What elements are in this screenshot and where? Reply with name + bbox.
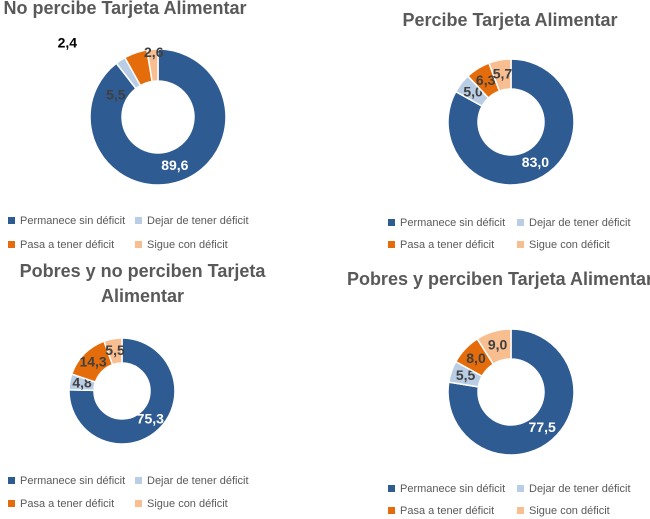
legend-swatch [8,217,15,224]
legend-item: Dejar de tener déficit [135,475,249,487]
donut-slice [68,337,176,445]
legend-item: Sigue con déficit [517,239,610,251]
data-label: 2,6 [144,44,164,60]
legend-item: Pasa a tener déficit [8,498,114,510]
chart-title: No percibe Tarjeta Alimentar [3,0,247,18]
data-label: 5,5 [106,87,126,103]
legend-swatch [388,507,395,514]
legend-item: Permanece sin déficit [388,483,505,495]
data-label: 5,5 [456,367,476,383]
legend-item: Dejar de tener déficit [517,217,631,229]
legend-swatch [8,477,15,484]
donut-slice [487,58,512,93]
data-label: 5,5 [105,342,125,358]
data-label: 6,3 [476,72,496,88]
legend-swatch [388,485,395,492]
chart-title: Percibe Tarjeta Alimentar [402,10,618,30]
legend-item: Sigue con déficit [135,498,228,510]
data-label: 77,5 [529,419,556,435]
legend-label: Permanece sin déficit [400,217,506,229]
donut-slice [89,48,227,186]
data-label: 8,0 [466,350,486,366]
legend-label: Sigue con déficit [147,498,228,510]
legend-swatch [8,241,15,248]
data-label: 5,7 [493,65,513,81]
chart-title: Pobres y perciben Tarjeta Alimentar [346,269,650,289]
legend-item: Pasa a tener déficit [8,239,114,251]
legend-label: Dejar de tener déficit [147,475,249,487]
data-label: 9,0 [488,337,508,353]
data-label: 75,3 [137,411,164,427]
legend-item: Sigue con déficit [517,505,610,517]
legend-item: Dejar de tener déficit [517,483,631,495]
legend-swatch [517,241,524,248]
legend-label: Pasa a tener déficit [20,239,115,251]
chart-title: Pobres y no perciben Tarjeta Alimentar [19,261,266,306]
legend-swatch [8,500,15,507]
legend-item: Permanece sin déficit [8,475,125,487]
data-label: 14,3 [79,353,106,369]
data-label: 83,0 [522,154,549,170]
legend-label: Permanece sin déficit [400,483,506,495]
legend-item: Pasa a tener déficit [388,505,494,517]
legend-item: Permanece sin déficit [388,217,505,229]
legend-swatch [517,219,524,226]
legend-label: Pasa a tener déficit [400,505,495,517]
legend-label: Dejar de tener déficit [529,217,631,229]
legend-label: Sigue con déficit [147,239,228,251]
legend-swatch [517,485,524,492]
donut-slice [476,328,512,366]
donut-slice [447,328,575,456]
legend-label: Permanece sin déficit [20,475,126,487]
data-label: 89,6 [161,157,188,173]
legend-item: Pasa a tener déficit [388,239,494,251]
legend-swatch [135,217,142,224]
legend-swatch [135,500,142,507]
legend-label: Pasa a tener déficit [20,498,115,510]
legend-swatch [388,241,395,248]
legend-item: Permanece sin déficit [8,215,125,227]
legend-swatch [517,507,524,514]
donut-slice [146,48,159,83]
legend-item: Dejar de tener déficit [135,215,249,227]
legend-label: Pasa a tener déficit [400,239,495,251]
legend-label: Permanece sin déficit [20,215,126,227]
legend-label: Sigue con déficit [529,505,610,517]
legend-label: Sigue con déficit [529,239,610,251]
legend-swatch [135,241,142,248]
legend-swatch [135,477,142,484]
legend-item: Sigue con déficit [135,239,228,251]
donut-slice [447,58,575,186]
data-label: 2,4 [58,34,78,50]
legend-swatch [388,219,395,226]
donut-slice [103,337,123,366]
legend-label: Dejar de tener déficit [147,215,249,227]
legend-label: Dejar de tener déficit [529,483,631,495]
